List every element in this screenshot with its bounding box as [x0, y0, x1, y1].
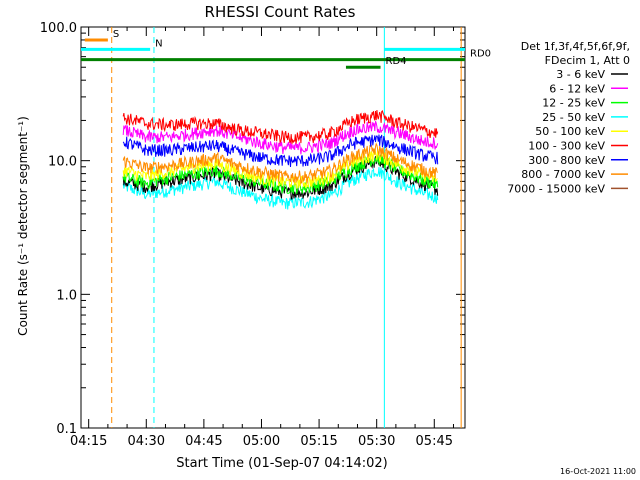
- y-tick-label: 10.0: [48, 155, 77, 170]
- legend: Det 1f,3f,4f,5f,6f,9f, FDecim 1, Att 0 3…: [507, 40, 630, 195]
- flag-bar-label: RD0: [470, 49, 491, 60]
- legend-label: 800 - 7000 keV: [521, 168, 605, 181]
- legend-label: 300 - 800 keV: [528, 154, 605, 167]
- y-tick-label: 1.0: [56, 288, 77, 303]
- plot-area: 0.1 1.0 10.0 100.0 04:15 04:30 04:45 05:00 05:15…: [40, 21, 491, 449]
- legend-label: 100 - 300 keV: [528, 140, 605, 153]
- legend-label: 50 - 100 keV: [535, 125, 605, 138]
- series-line: [122, 166, 439, 210]
- legend-header-line-2: FDecim 1, Att 0: [545, 54, 630, 67]
- legend-label: 7000 - 15000 keV: [507, 182, 605, 195]
- x-tick-label: 04:45: [185, 434, 222, 449]
- x-tick-label: 05:00: [243, 434, 280, 449]
- x-tick-label: 04:15: [70, 434, 107, 449]
- series-line: [122, 121, 439, 155]
- y-tick-label: 0.1: [56, 422, 77, 437]
- x-axis-label: Start Time (01-Sep-07 04:14:02): [176, 456, 387, 471]
- x-tick-label: 05:30: [358, 434, 395, 449]
- series-line: [122, 134, 439, 168]
- series-line: [122, 109, 439, 145]
- x-tick-label: 05:45: [416, 434, 453, 449]
- series-line: [122, 142, 439, 185]
- legend-label: 25 - 50 keV: [542, 111, 605, 124]
- legend-label: 6 - 12 keV: [549, 82, 605, 95]
- x-tick-label: 04:30: [128, 434, 165, 449]
- flag-bar-label: N: [155, 38, 162, 49]
- legend-label: 12 - 25 keV: [542, 97, 605, 110]
- flag-bar-label: RD4: [386, 56, 407, 67]
- x-tick-label: 05:15: [300, 434, 337, 449]
- footer-date: 16-Oct-2021 11:00: [560, 467, 636, 476]
- legend-header-line-1: Det 1f,3f,4f,5f,6f,9f,: [521, 40, 630, 53]
- y-tick-label: 100.0: [40, 21, 77, 36]
- plot-frame: [80, 26, 466, 429]
- legend-label: 3 - 6 keV: [556, 68, 605, 81]
- chart-title: RHESSI Count Rates: [205, 3, 356, 21]
- y-axis-label: Count Rate (s⁻¹ detector segment⁻¹): [16, 116, 30, 336]
- flag-bar-label: S: [113, 29, 119, 40]
